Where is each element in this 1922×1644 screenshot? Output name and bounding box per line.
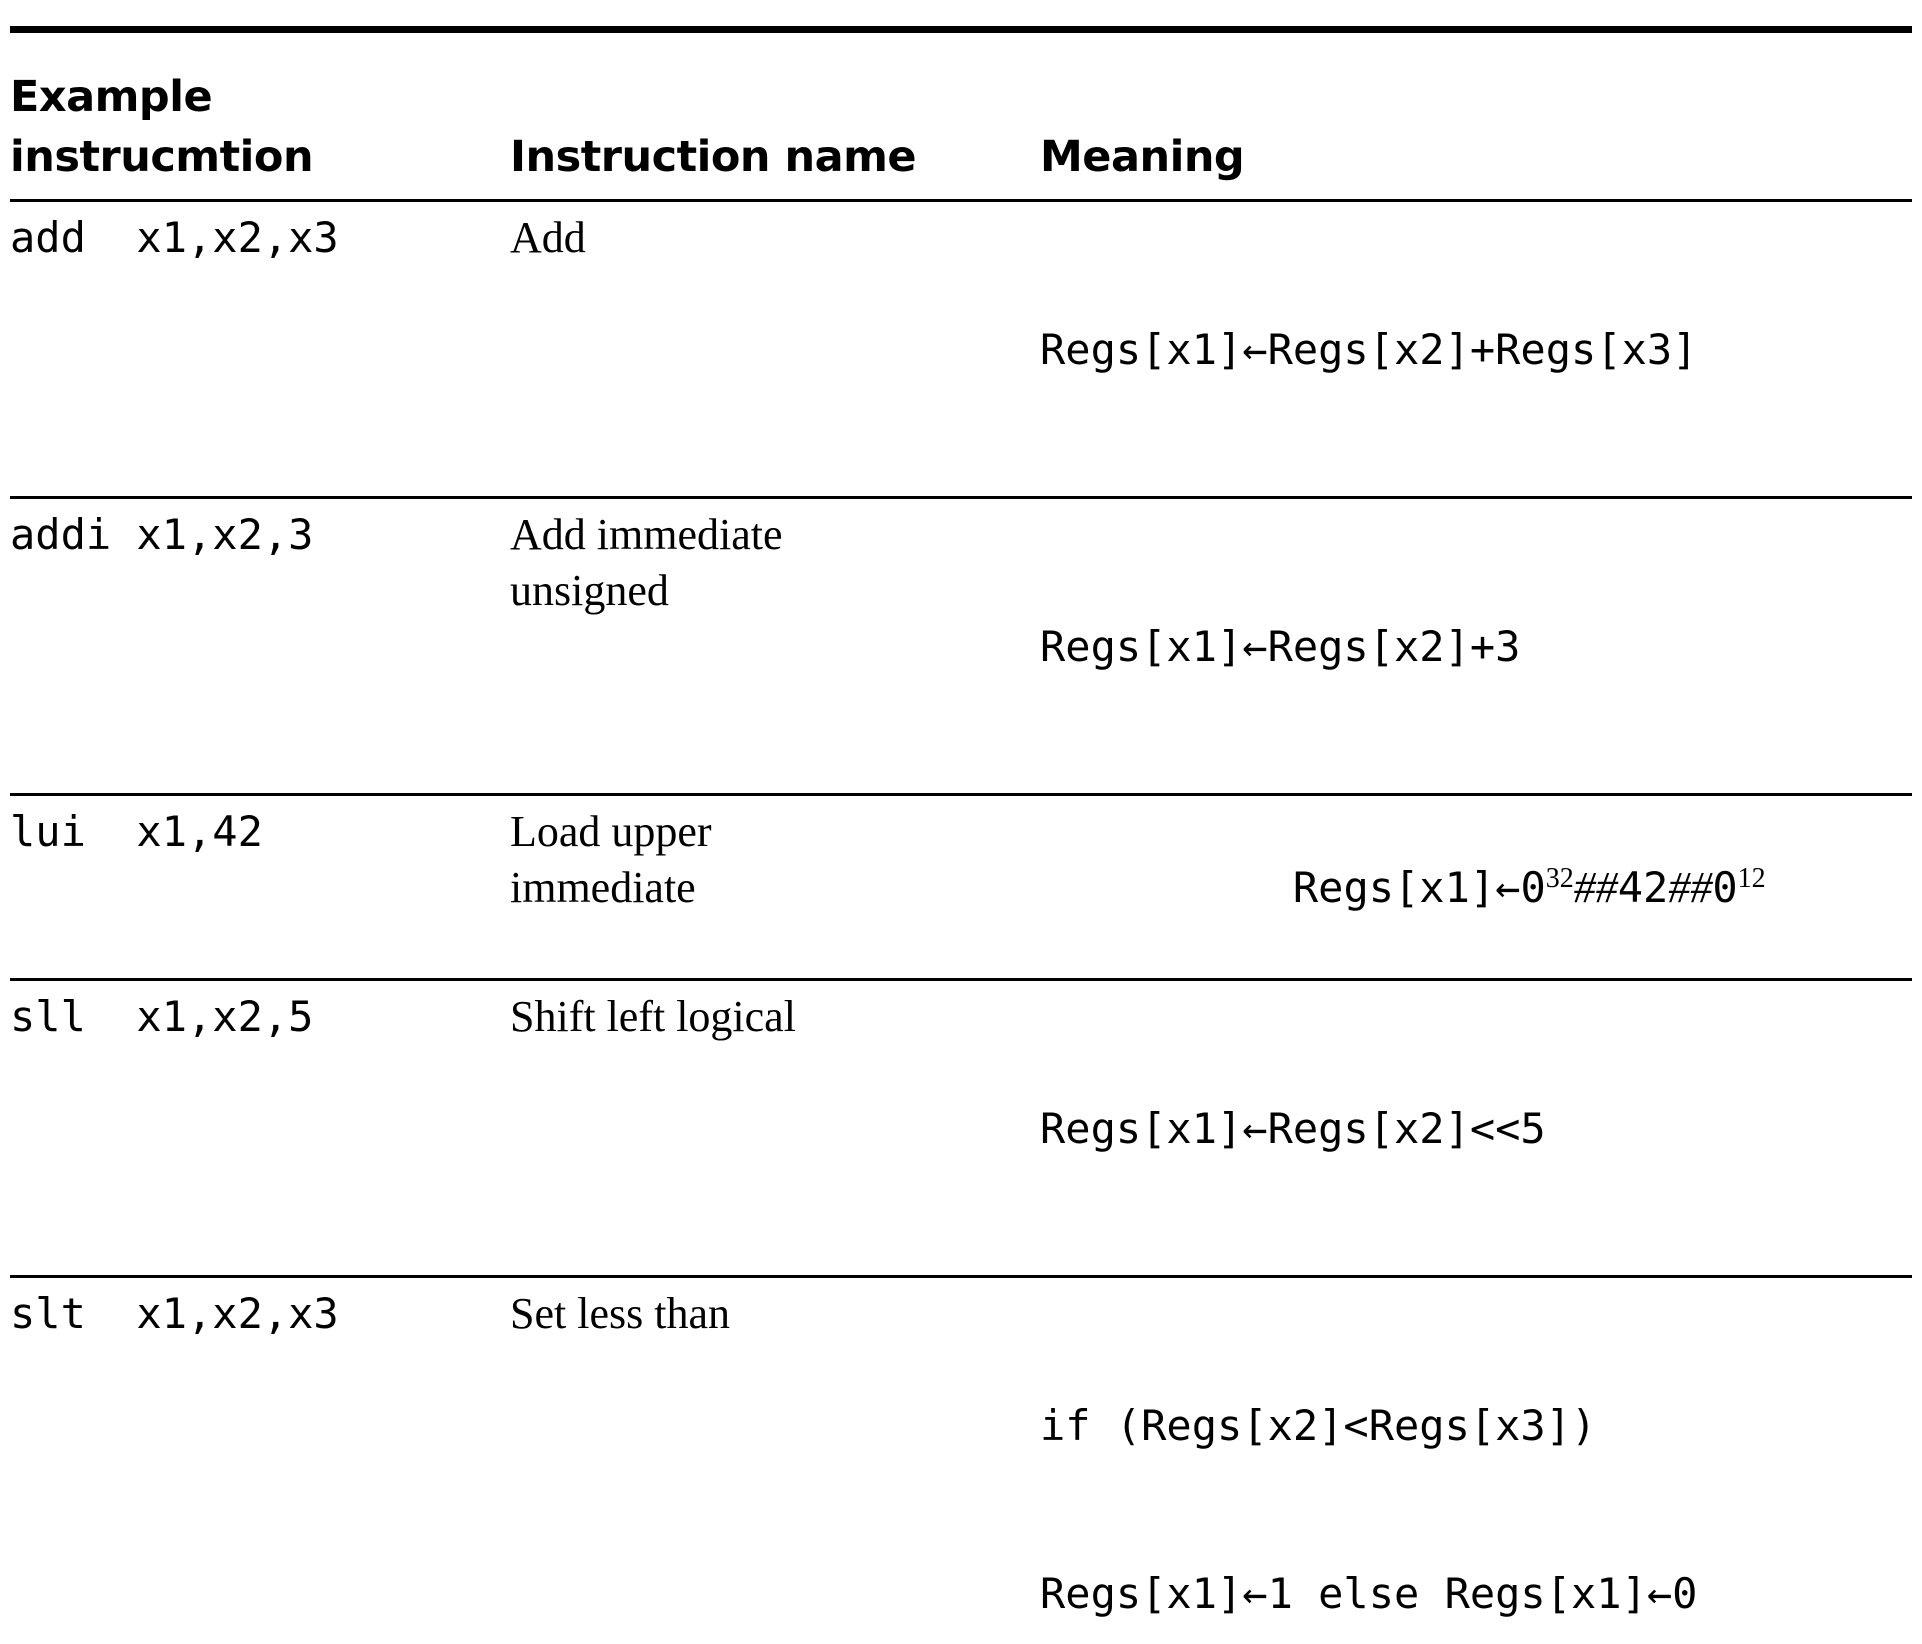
header-instruction-name: Instruction name [510, 33, 1040, 199]
header-example-line1: Example [10, 72, 212, 122]
meaning-cell: if (Regs[x2]<Regs[x3]) Regs[x1]←1 else R… [1040, 1277, 1912, 1644]
header-example-instruction: Example instrucmtion [10, 33, 510, 199]
meaning-line: if (Regs[x2]<Regs[x3]) [1040, 1398, 1912, 1454]
example-instruction-cell: slt x1,x2,x3 [10, 1277, 510, 1644]
meaning-line: Regs[x1]←Regs[x2]+Regs[x3] [1040, 322, 1912, 378]
example-instruction-cell: sll x1,x2,5 [10, 980, 510, 1277]
meaning-cell: Regs[x1]←032##42##012 [1040, 795, 1912, 980]
header-meaning: Meaning [1040, 33, 1912, 199]
instruction-name-cell: Add immediate unsigned [510, 498, 1040, 795]
meaning-cell: Regs[x1]←Regs[x2]+3 [1040, 498, 1912, 795]
meaning-line: Regs[x1]←Regs[x2]+3 [1040, 619, 1912, 675]
instruction-table-container: Example instrucmtion Instruction name Me… [10, 26, 1912, 1644]
instruction-name-cell: Shift left logical [510, 980, 1040, 1277]
concat-operator: ## [1668, 863, 1712, 912]
meaning-prefix: Regs[x1]←0 [1293, 863, 1546, 912]
meaning-cell: Regs[x1]←Regs[x2]+Regs[x3] [1040, 202, 1912, 498]
instruction-name-cell: Load upper immediate [510, 795, 1040, 980]
header-row: Example instrucmtion Instruction name Me… [10, 33, 1912, 199]
table-row: sll x1,x2,5 Shift left logical Regs[x1]←… [10, 980, 1912, 1277]
superscript-12: 12 [1738, 863, 1766, 894]
superscript-32: 32 [1546, 863, 1574, 894]
instruction-name-cell: Add [510, 202, 1040, 498]
instruction-name-cell: Set less than [510, 1277, 1040, 1644]
example-instruction-cell: addi x1,x2,3 [10, 498, 510, 795]
example-instruction-cell: lui x1,42 [10, 795, 510, 980]
header-example-line2: instrucmtion [10, 132, 313, 182]
meaning-line: Regs[x1]←1 else Regs[x1]←0 [1040, 1566, 1912, 1622]
table-row: slt x1,x2,x3 Set less than if (Regs[x2]<… [10, 1277, 1912, 1644]
instruction-table: Example instrucmtion Instruction name Me… [10, 33, 1912, 199]
table-row: addi x1,x2,3 Add immediate unsigned Regs… [10, 498, 1912, 795]
concat-operator: ## [1574, 863, 1618, 912]
top-rule [10, 26, 1912, 33]
example-instruction-cell: add x1,x2,x3 [10, 202, 510, 498]
meaning-line: Regs[x1]←Regs[x2]<<5 [1040, 1101, 1912, 1157]
table-row: lui x1,42 Load upper immediate Regs[x1]←… [10, 795, 1912, 980]
meaning-zero: 0 [1712, 863, 1737, 912]
meaning-cell: Regs[x1]←Regs[x2]<<5 [1040, 980, 1912, 1277]
instruction-table-body: add x1,x2,x3 Add Regs[x1]←Regs[x2]+Regs[… [10, 202, 1912, 1644]
table-row: add x1,x2,x3 Add Regs[x1]←Regs[x2]+Regs[… [10, 202, 1912, 498]
meaning-immediate: 42 [1618, 863, 1669, 912]
